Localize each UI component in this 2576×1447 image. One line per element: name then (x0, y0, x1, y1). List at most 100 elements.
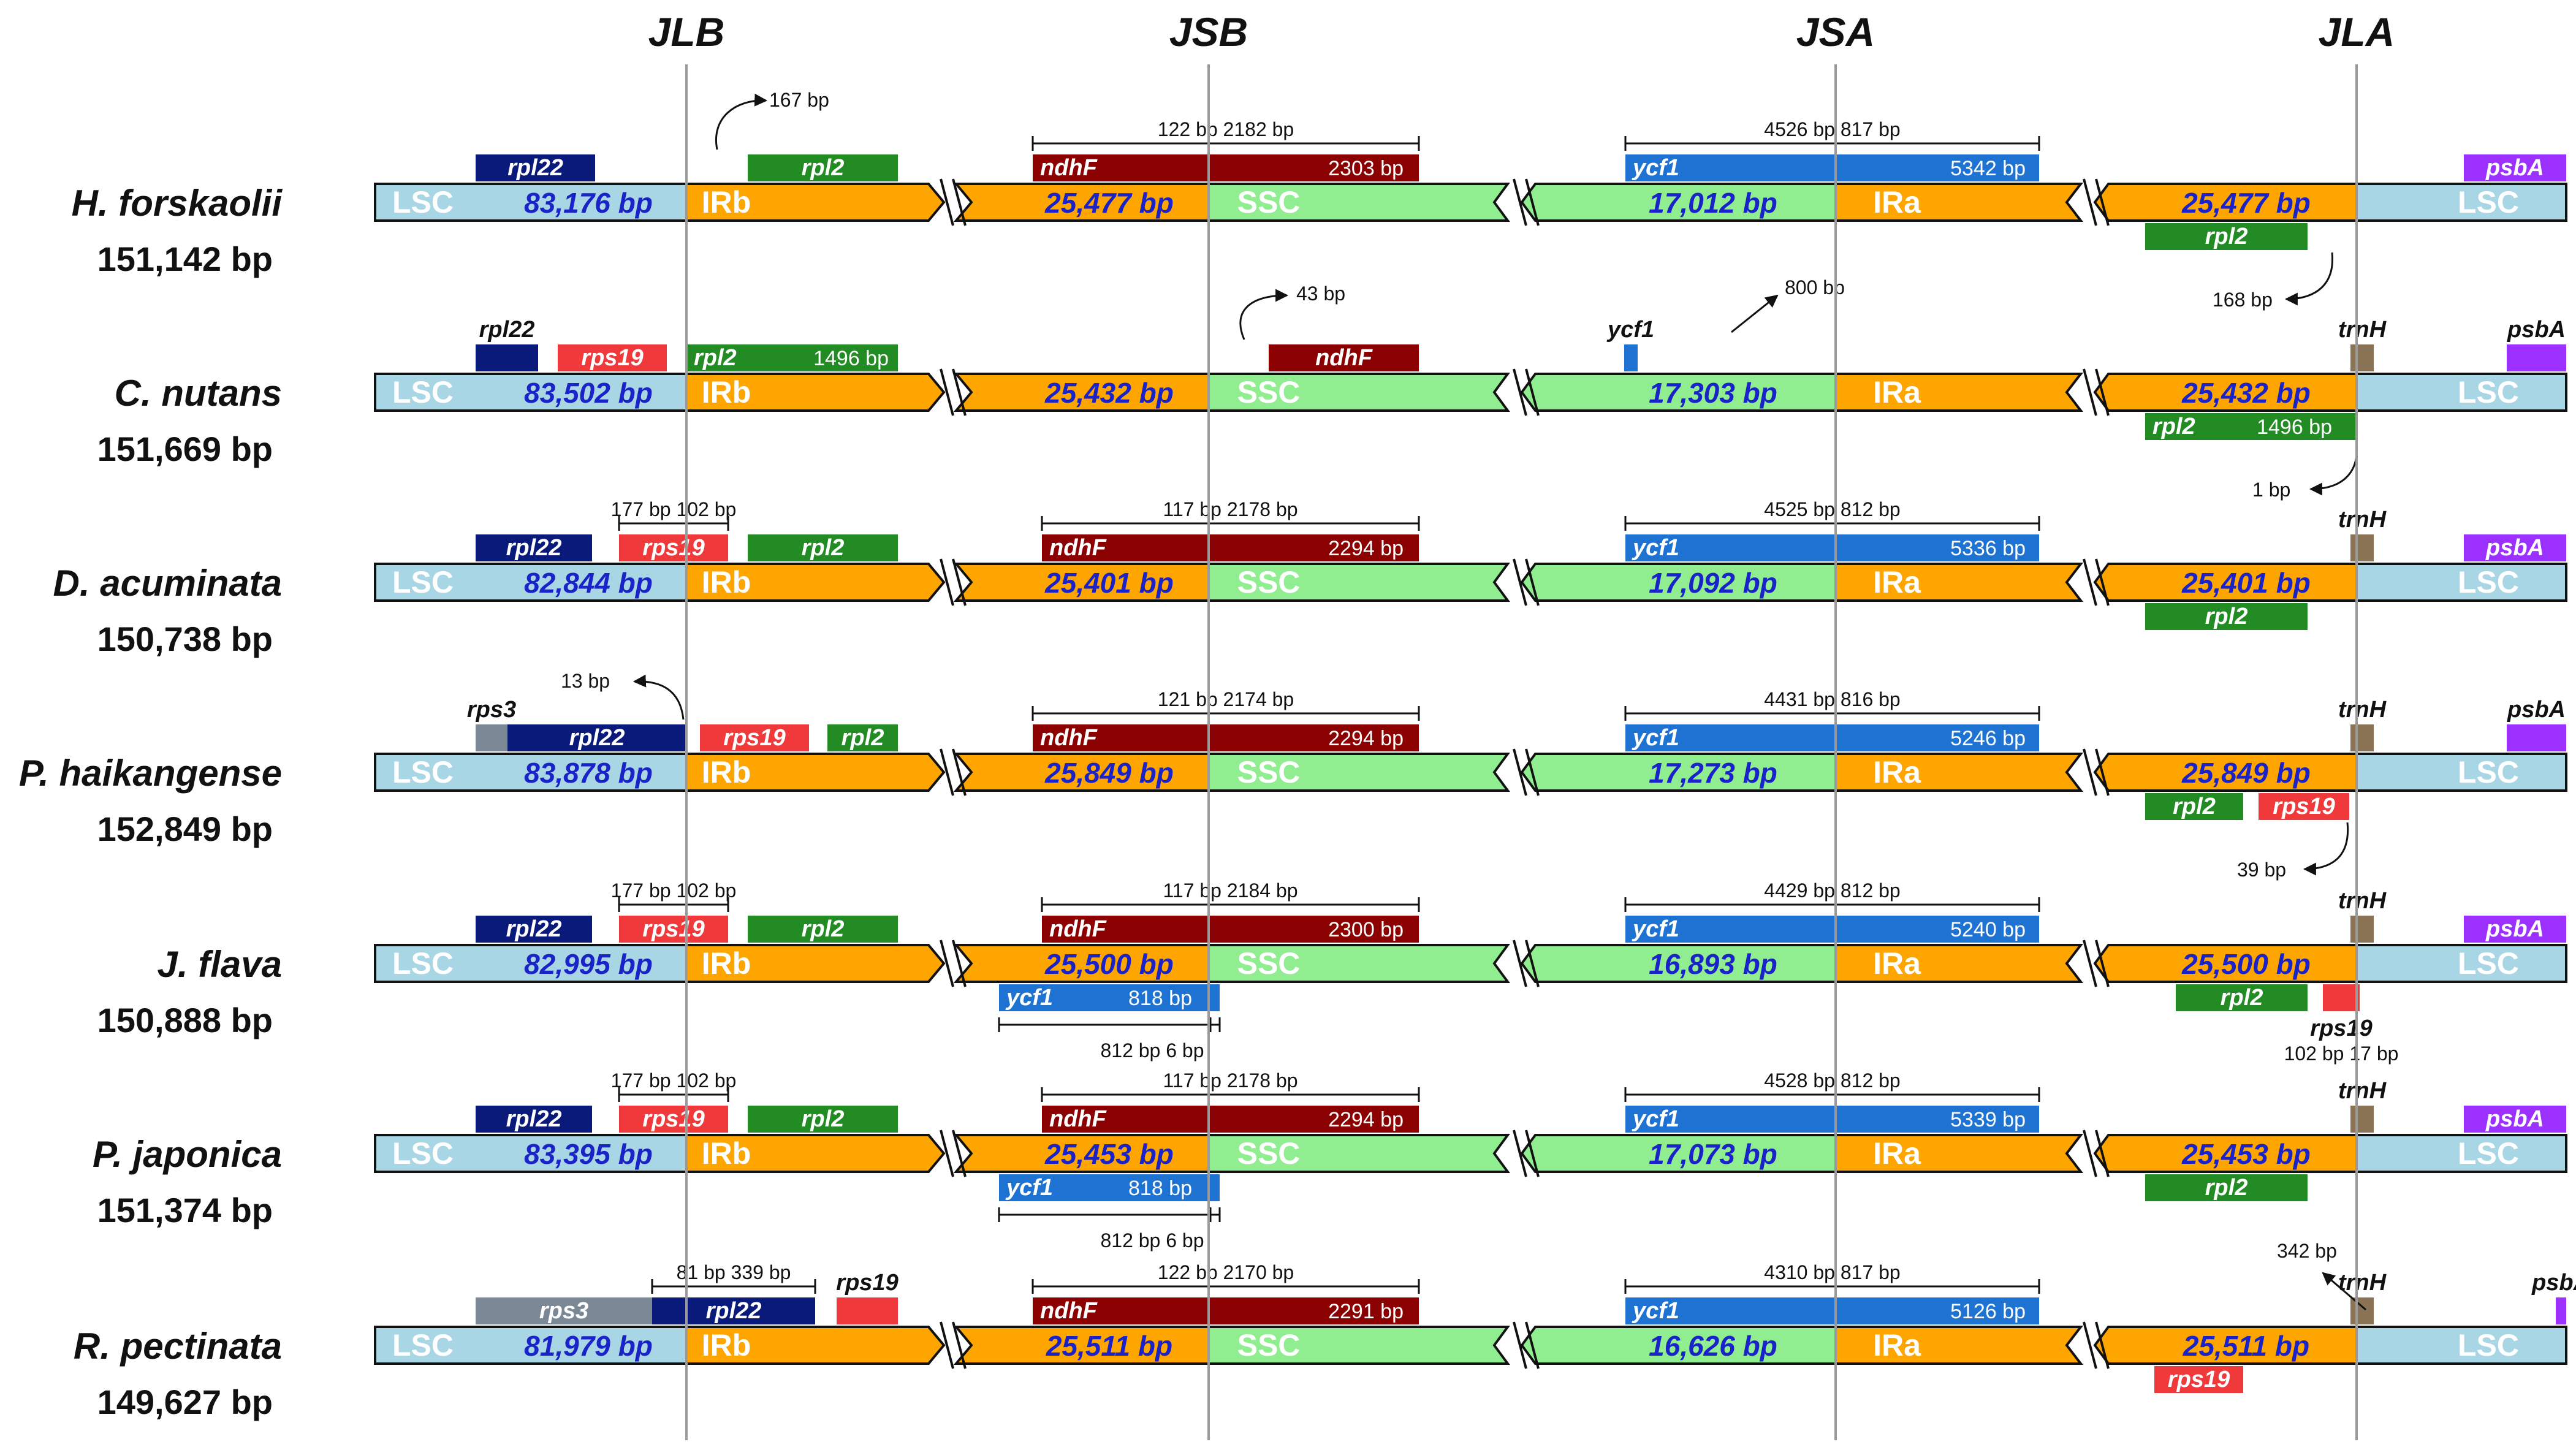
dist-jlb-arrow (633, 674, 685, 720)
species-row: P. japonica 151,374 bp LSC 83,395 bp IRb 25,4… (93, 1069, 2567, 1251)
gene-ycf1-small (999, 984, 1220, 1011)
gene-rpl2-bottom-label: rpl2 (2205, 224, 2248, 249)
break-mark (2095, 368, 2110, 416)
gene-psba (2464, 154, 2566, 181)
gene-rpl2-top-size: 1496 bp (813, 347, 889, 370)
gene-ndhf-label: ndhF (1040, 155, 1098, 181)
ssc-segment-right (1520, 373, 1837, 412)
ssc-label: SSC (1237, 755, 1301, 789)
ira-size: 25,401 bp (2181, 567, 2311, 599)
gene-ndhf-label: ndhF (1049, 1106, 1108, 1132)
genome-size: 152,849 bp (97, 810, 273, 848)
gene-rps3-label: rps3 (539, 1298, 588, 1324)
gene-ndhf (1033, 724, 1419, 751)
dist-jla-arrow (2322, 1272, 2366, 1311)
gene-trnh-label: trnH (2338, 697, 2387, 723)
gene-rpl22-label: rpl22 (506, 535, 562, 561)
break-mark (940, 178, 954, 226)
gene-ycf1-size: 5240 bp (1950, 918, 2026, 941)
gene-rps19-bottom-label: rps19 (2168, 1367, 2230, 1392)
species-row: J. flava 150,888 bp LSC 82,995 bp IRb 25,500 … (97, 879, 2567, 1065)
ira-size: 25,849 bp (2181, 757, 2311, 789)
dist-jla-arrow (2303, 822, 2349, 876)
gene-ndhf-size: 2300 bp (1328, 918, 1404, 941)
gene-ndhf (1033, 1297, 1419, 1324)
gene-ndhf-label: ndhF (1049, 535, 1108, 561)
break-mark (952, 940, 967, 987)
break-mark (940, 368, 954, 416)
lsc-label: LSC (392, 1328, 454, 1362)
gene-ycf1 (1625, 534, 2039, 561)
gene-rps19-label: rps19 (642, 1106, 704, 1132)
break-mark (2083, 1130, 2097, 1177)
break-mark (952, 178, 967, 226)
break-mark (952, 558, 967, 606)
lsc-size: 81,979 bp (524, 1330, 653, 1362)
gene-ycf1-size: 5246 bp (1950, 727, 2026, 750)
gene-ndhf (1269, 344, 1419, 371)
gene-rps3 (476, 1297, 652, 1324)
break-mark (1525, 368, 1540, 416)
ssc-size: 17,303 bp (1649, 377, 1777, 409)
break-mark (2095, 748, 2110, 796)
ira-segment-right (2093, 1134, 2358, 1173)
lsc-label: LSC (392, 565, 454, 599)
gene-rps19 (558, 344, 667, 371)
dist-jsb-text: 121 bp 2174 bp (1158, 688, 1294, 710)
gene-ycf1 (1624, 344, 1638, 371)
dist-jla-text: 39 bp (2237, 859, 2286, 881)
lsc-left-segment (374, 563, 688, 602)
gene-trnh (2350, 1297, 2374, 1324)
junction-label-jsa: JSA (1796, 9, 1875, 55)
gene-psba-label: psbA (2531, 1270, 2576, 1296)
gene-rpl22 (476, 1106, 592, 1133)
dist-jsb-bottom-text: 812 bp 6 bp (1100, 1229, 1204, 1251)
break-mark (1525, 1130, 1540, 1177)
ssc-label: SSC (1237, 1328, 1301, 1362)
species-name: H. forskaolii (72, 183, 283, 224)
gene-rpl2-bottom (2145, 413, 2357, 440)
ira-size: 25,511 bp (2183, 1330, 2309, 1362)
gene-rpl2-top-label: rpl2 (842, 725, 884, 751)
break-mark (1525, 748, 1540, 796)
gene-ycf1-small-size: 818 bp (1128, 1177, 1192, 1200)
lsc-right-label: LSC (2458, 185, 2519, 219)
gene-rpl2-bottom-label: rpl2 (2205, 604, 2248, 629)
irb-segment-right (953, 944, 1210, 983)
dist-jlb-text: 177 bp 102 bp (611, 879, 737, 902)
lsc-size: 83,176 bp (524, 187, 653, 219)
gene-rpl2-bottom (2145, 793, 2243, 820)
ira-segment-left (1834, 373, 2084, 412)
gene-trnh (2350, 344, 2374, 371)
dist-jla-text: 1 bp (2252, 479, 2290, 501)
irb-label: IRb (702, 185, 751, 219)
dist-jla-arrow (2284, 252, 2334, 306)
gene-ycf1-label: ycf1 (1632, 1298, 1679, 1324)
ssc-segment-right (1520, 944, 1837, 983)
lsc-right-label: LSC (2458, 565, 2519, 599)
break-mark (2083, 558, 2097, 606)
ira-segment-left (1834, 753, 2084, 792)
ira-label: IRa (1873, 375, 1921, 409)
break-mark (940, 748, 954, 796)
lsc-label: LSC (392, 185, 454, 219)
irb-size: 25,477 bp (1044, 187, 1174, 219)
gene-rpl2-top (827, 724, 898, 751)
dist-jsa-text: 4528 bp 812 bp (1764, 1069, 1900, 1092)
gene-rpl22-label: rpl22 (479, 317, 535, 343)
break-mark (952, 368, 967, 416)
irb-size: 25,401 bp (1044, 567, 1174, 599)
gene-rpl2-top-label: rpl2 (802, 535, 845, 561)
gene-rps19-label: rps19 (723, 725, 785, 751)
irb-segment-right (953, 183, 1210, 222)
gene-trnh (2350, 916, 2374, 943)
gene-ycf1 (1625, 724, 2039, 751)
ssc-label: SSC (1237, 375, 1301, 409)
gene-rpl2-bottom-size: 1496 bp (2257, 416, 2332, 439)
gene-rpl2-top-label: rpl2 (802, 916, 845, 942)
gene-rpl2-bottom (2145, 603, 2308, 630)
break-mark (2083, 748, 2097, 796)
junction-label-jsb: JSB (1169, 9, 1248, 55)
gene-rpl2-bottom-label: rpl2 (2221, 985, 2263, 1011)
